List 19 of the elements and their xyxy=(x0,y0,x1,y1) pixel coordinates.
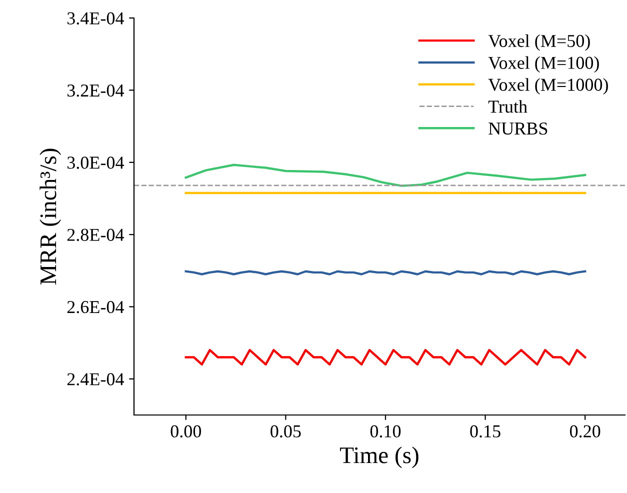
x-tick-label: 0.00 xyxy=(170,425,202,438)
y-tick-label: 2.8E-04 xyxy=(67,228,124,242)
legend-label: Voxel (M=1000) xyxy=(488,78,608,95)
x-tick-label: 0.05 xyxy=(270,425,301,438)
y-tick-label: 2.4E-04 xyxy=(67,373,124,386)
y-tick-label: 3.0E-04 xyxy=(67,156,124,169)
x-tick-label: 0.20 xyxy=(570,425,600,438)
x-tick-label: 0.10 xyxy=(370,425,401,438)
y-tick-label: 3.2E-04 xyxy=(67,84,124,97)
legend-label: Voxel (M=100) xyxy=(488,56,599,73)
line-series xyxy=(184,164,586,187)
legend-label: Voxel (M=50) xyxy=(488,34,590,51)
x-axis-title: Time (s) xyxy=(340,446,418,468)
legend-label: Truth xyxy=(488,100,528,113)
x-tick-label: 0.15 xyxy=(470,425,500,438)
y-tick-label: 2.6E-04 xyxy=(67,300,124,314)
y-axis-title: MRR (inch³/s) xyxy=(40,148,62,285)
legend-label: NURBS xyxy=(488,122,548,135)
y-tick-label: 3.4E-04 xyxy=(67,12,124,25)
